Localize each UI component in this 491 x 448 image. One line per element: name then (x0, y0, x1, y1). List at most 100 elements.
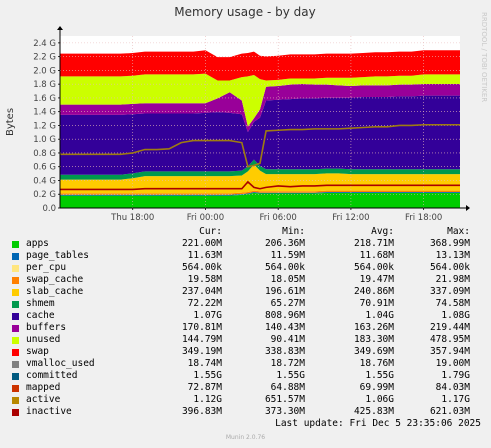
legend-max-value: 219.44M (429, 322, 470, 333)
legend-label: shmem (26, 298, 55, 309)
legend-cur-value: 19.58M (187, 274, 222, 285)
y-tick-label: 1.6 G (33, 94, 56, 104)
legend-min-value: 64.88M (270, 382, 305, 393)
legend-row-per_cpu: per_cpu 564.00k 564.00k 564.00k 564.00k (12, 262, 482, 274)
munin-credit: Munin 2.0.76 (225, 434, 266, 441)
x-tick-label: Fri 18:00 (405, 213, 442, 223)
legend-cur-value: 11.63M (187, 250, 222, 261)
line-inactive (60, 180, 460, 191)
legend-max-value: 368.99M (429, 238, 470, 249)
line-committed (60, 123, 460, 168)
legend-cur-value: 170.81M (181, 322, 222, 333)
legend-row-slab_cache: slab_cache 237.04M 196.61M 240.86M 337.09M (12, 286, 482, 298)
legend-avg-value: 163.26M (353, 322, 394, 333)
y-tick-label: 2.0 G (33, 66, 56, 76)
legend-label: mapped (26, 382, 61, 393)
legend-max-value: 74.58M (435, 298, 470, 309)
legend-avg-value: 1.55G (365, 370, 394, 381)
legend-min-value: 564.00k (264, 262, 305, 273)
y-tick-label: 0.0 (42, 204, 56, 214)
legend-row-page_tables: page_tables 11.63M 11.59M 11.68M 13.13M (12, 250, 482, 262)
legend-min-value: 373.30M (264, 406, 305, 417)
legend-swatch-inactive (12, 409, 19, 416)
legend-swatch-slab_cache (12, 289, 19, 296)
y-tick-label: 1.2 G (33, 121, 56, 131)
area-unused (60, 73, 460, 127)
legend-max-value: 621.03M (429, 406, 470, 417)
legend-swatch-unused (12, 337, 19, 344)
legend-swatch-shmem (12, 301, 19, 308)
y-tick-label: 1.0 G (33, 135, 56, 145)
last-update: Last update: Fri Dec 5 23:35:06 2025 (275, 418, 481, 429)
legend-label: buffers (26, 322, 67, 333)
legend-max-value: 13.13M (435, 250, 470, 261)
x-tick-label: Thu 18:00 (110, 213, 154, 223)
legend-max-value: 1.08G (441, 310, 470, 321)
legend-min-value: 808.96M (264, 310, 305, 321)
legend-swatch-buffers (12, 325, 19, 332)
legend-label: vmalloc_used (26, 358, 95, 369)
legend-min-value: 90.41M (270, 334, 305, 345)
legend-header: Cur: Min: Avg: Max: (12, 226, 482, 238)
area-page_tables (60, 192, 460, 196)
y-tick-label: 2.2 G (33, 53, 56, 63)
legend-max-value: 84.03M (435, 382, 470, 393)
legend-avg-value: 18.76M (359, 358, 394, 369)
legend-avg-value: 564.00k (353, 262, 394, 273)
legend-label: unused (26, 334, 61, 345)
legend-label: per_cpu (26, 262, 67, 273)
legend-row-swap: swap 349.19M 338.83M 349.69M 357.94M (12, 346, 482, 358)
area-swap (60, 50, 460, 81)
legend-swatch-swap (12, 349, 19, 356)
legend-avg-value: 218.71M (353, 238, 394, 249)
legend-avg-value: 70.91M (359, 298, 394, 309)
legend-max-value: 564.00k (429, 262, 470, 273)
legend-label: page_tables (26, 250, 89, 261)
legend-swatch-swap_cache (12, 277, 19, 284)
x-axis-arrow (466, 205, 470, 211)
legend-label: cache (26, 310, 55, 321)
legend-cur-value: 221.00M (181, 238, 222, 249)
legend-max-value: 337.09M (429, 286, 470, 297)
legend: Cur: Min: Avg: Max: apps 221.00M 206.36M 21… (12, 226, 482, 418)
y-tick-label: 0.2 G (33, 190, 56, 200)
legend-cur-value: 1.55G (193, 370, 222, 381)
legend-avg-value: 11.68M (359, 250, 394, 261)
legend-avg-value: 1.06G (365, 394, 394, 405)
legend-swatch-vmalloc_used (12, 361, 19, 368)
legend-swatch-page_tables (12, 253, 19, 260)
legend-avg-value: 183.30M (353, 334, 394, 345)
legend-label: apps (26, 238, 49, 249)
legend-swatch-apps (12, 241, 19, 248)
area-slab_cache (60, 164, 460, 194)
legend-min-value: 196.61M (264, 286, 305, 297)
legend-min-value: 1.55G (276, 370, 305, 381)
legend-max-value: 1.79G (441, 370, 470, 381)
legend-cur-value: 237.04M (181, 286, 222, 297)
legend-row-unused: unused 144.79M 90.41M 183.30M 478.95M (12, 334, 482, 346)
area-swap_cache (60, 190, 460, 195)
legend-row-apps: apps 221.00M 206.36M 218.71M 368.99M (12, 238, 482, 250)
legend-cur-value: 72.87M (187, 382, 222, 393)
legend-min-value: 338.83M (264, 346, 305, 357)
x-tick-label: Fri 00:00 (187, 213, 224, 223)
header-max: Max: (447, 226, 470, 237)
legend-cur-value: 144.79M (181, 334, 222, 345)
y-axis-label: Bytes (5, 108, 16, 136)
area-shmem (60, 159, 460, 180)
header-avg: Avg: (371, 226, 394, 237)
legend-cur-value: 18.74M (187, 358, 222, 369)
chart-area: Memory usage - by day Bytes RRDTOOL / TO… (5, 5, 488, 223)
legend-max-value: 478.95M (429, 334, 470, 345)
legend-label: slab_cache (26, 286, 84, 297)
rrdtool-watermark: RRDTOOL / TOBI OETIKER (480, 12, 488, 102)
legend-row-committed: committed 1.55G 1.55G 1.55G 1.79G (12, 370, 482, 382)
x-tick-label: Fri 06:00 (260, 213, 297, 223)
legend-label: swap_cache (26, 274, 84, 285)
y-tick-label: 2.4 G (33, 39, 56, 49)
legend-max-value: 19.00M (435, 358, 470, 369)
legend-label: inactive (26, 406, 72, 417)
legend-avg-value: 425.83M (353, 406, 394, 417)
header-cur: Cur: (199, 226, 222, 237)
legend-swatch-active (12, 397, 19, 404)
